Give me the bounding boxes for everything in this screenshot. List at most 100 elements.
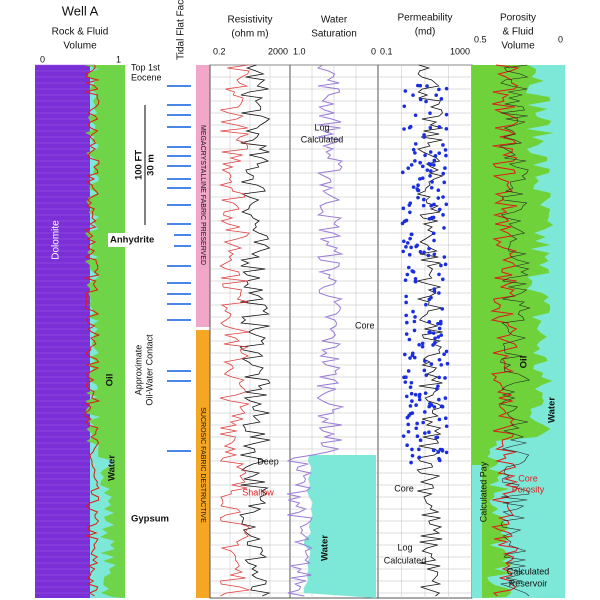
scale-label: 0.1 <box>380 46 393 56</box>
annotation: Water <box>107 455 118 481</box>
perm-core <box>411 147 416 152</box>
perm-core <box>440 307 445 311</box>
track-title: Tidal Flat Facies <box>176 0 187 60</box>
perm-core <box>432 405 437 409</box>
perm-core <box>415 243 420 248</box>
perm-core <box>406 422 411 427</box>
perm-core <box>437 326 442 331</box>
track-title: Porosity <box>500 13 536 24</box>
perm-core <box>416 195 420 200</box>
perm-core <box>413 142 418 146</box>
perm-core <box>402 239 406 244</box>
facies-label: MEGACRYSTALLINE FABRIC PRESERVED <box>199 125 206 265</box>
annotation: Water <box>547 397 558 423</box>
perm-core <box>429 169 433 173</box>
track-title: Water <box>321 15 348 26</box>
perm-core <box>409 232 414 237</box>
perm-core <box>444 127 449 131</box>
perm-core <box>434 387 439 391</box>
log-curves <box>218 64 531 597</box>
perm-core <box>437 207 442 212</box>
track-title: Rock & Fluid <box>52 27 109 38</box>
annotation: Porosity <box>512 484 545 494</box>
perm-core <box>409 245 413 250</box>
perm-core <box>443 416 448 421</box>
perm-core <box>408 356 412 360</box>
annotation: Anhydrite <box>110 235 154 246</box>
perm-core <box>422 410 427 414</box>
perm-core <box>437 357 442 362</box>
perm-core <box>443 396 448 400</box>
perm-core <box>411 93 415 97</box>
perm-core <box>436 196 441 200</box>
perm-core <box>404 294 408 299</box>
annotation: Oil <box>519 356 530 369</box>
perm-core <box>418 97 423 102</box>
perm-core <box>429 403 434 407</box>
annotation: Deep <box>257 456 279 466</box>
perm-core <box>413 113 418 118</box>
track-title: Volume <box>63 41 97 52</box>
annotation: Reservoir <box>509 578 548 588</box>
perm-core <box>404 300 408 305</box>
perm-core <box>427 161 431 166</box>
perm-core <box>408 236 412 241</box>
perm-core <box>418 438 423 443</box>
facies-label: SUCROSIC FABRIC DESTRUCTIVE <box>199 407 206 523</box>
perm-core <box>431 343 435 347</box>
label-box <box>108 233 174 247</box>
perm-core <box>407 203 412 207</box>
perm-core <box>436 335 441 339</box>
track-title: Permeability <box>397 13 452 24</box>
facies-lower <box>196 330 210 598</box>
perm-core <box>409 163 414 167</box>
perm-core <box>412 355 417 360</box>
perm-log <box>416 64 444 597</box>
perm-core <box>425 84 429 88</box>
perm-core <box>431 331 436 335</box>
annotation: Calculated <box>301 134 344 144</box>
perm-core <box>400 221 405 226</box>
label-box <box>128 511 188 527</box>
perm-core <box>405 320 409 325</box>
perm-core <box>428 174 432 178</box>
perm-core <box>418 177 422 181</box>
perm-core <box>427 430 431 435</box>
facies-dash <box>167 450 191 452</box>
porosity-curve <box>490 64 520 597</box>
perm-core <box>413 151 417 155</box>
perm-core <box>409 460 413 465</box>
perm-core <box>413 159 417 163</box>
perm-core <box>439 263 443 268</box>
perm-core <box>439 97 444 101</box>
sw-log <box>286 64 345 597</box>
facies-dash <box>167 104 191 106</box>
pay-strip <box>472 65 482 465</box>
annotation: Oil-Water Contact <box>144 334 154 406</box>
scale-label: 0.2 <box>213 46 226 56</box>
annotation: Calculated <box>507 566 550 576</box>
perm-core <box>436 450 441 454</box>
perm-core <box>440 447 444 452</box>
perm-core <box>423 391 428 395</box>
perm-core <box>404 394 409 399</box>
perm-core <box>427 297 432 302</box>
facies-dash <box>167 223 191 225</box>
perm-core <box>420 344 425 349</box>
perm-core <box>441 213 445 217</box>
perm-core <box>443 148 448 152</box>
perm-core <box>422 197 426 202</box>
perm-core <box>415 421 419 426</box>
perm-core <box>436 321 440 326</box>
perm-core <box>424 373 429 377</box>
perm-core <box>405 415 410 420</box>
perm-core <box>416 83 420 88</box>
perm-core <box>410 411 415 415</box>
sw-water-fill <box>303 455 376 598</box>
porosity-log <box>499 64 531 597</box>
perm-core <box>437 417 442 422</box>
facies-dash <box>167 114 191 116</box>
perm-core <box>410 353 415 358</box>
annotation: 100 FT <box>134 150 145 180</box>
